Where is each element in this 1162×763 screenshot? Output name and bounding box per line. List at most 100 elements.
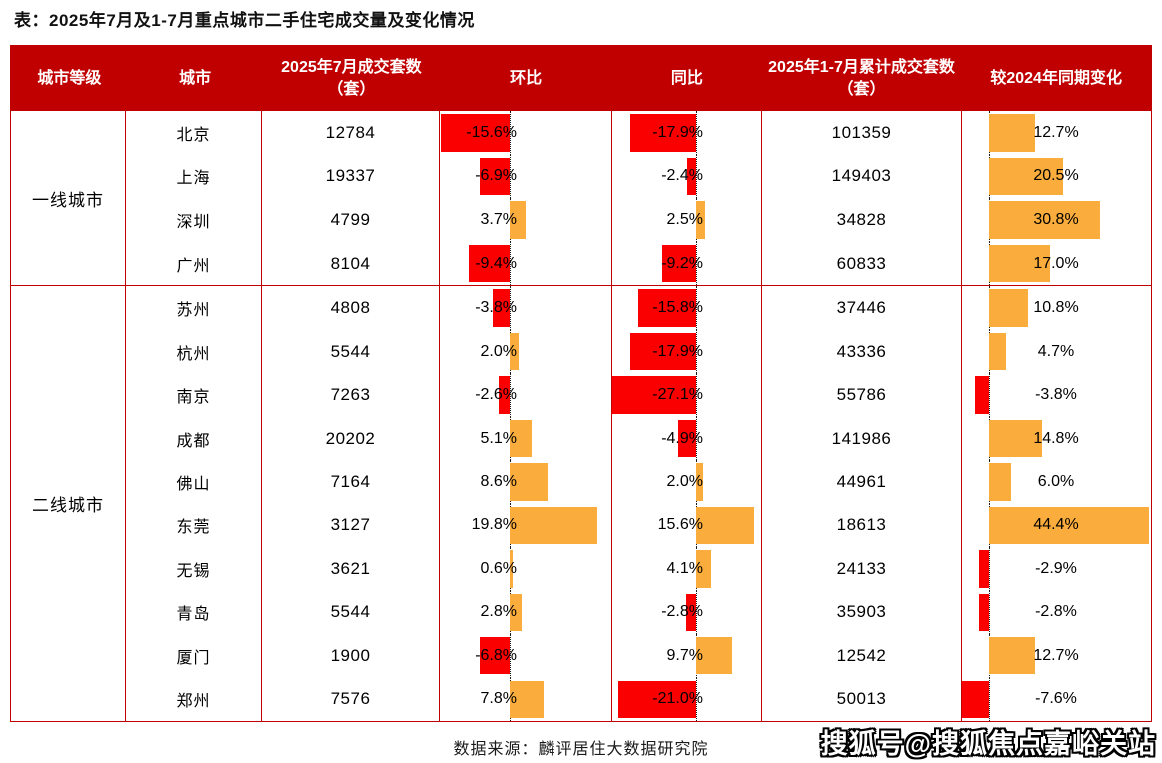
vs2024-bar (989, 289, 1028, 327)
header-cell-1: 城市 (179, 69, 212, 87)
mom-value: -3.8% (475, 299, 517, 317)
table-row: 佛山 7164 8.6% 2.0% 44961 6.0% (126, 460, 1151, 504)
city-cell: 厦门 (176, 649, 211, 667)
zero-baseline (696, 590, 697, 635)
mom-bar (498, 376, 510, 414)
zero-baseline (696, 286, 697, 330)
july-units-cell: 4808 (261, 286, 439, 330)
cumulative-units-cell: 43336 (761, 329, 961, 374)
tier-section-1: 二线城市 苏州 4808 -3.8% -15.8% 37446 10.8% 杭州 5544 2.0… (11, 285, 1151, 721)
cumulative-units-cell: 37446 (761, 286, 961, 330)
vs2024-value: 20.5% (1033, 167, 1079, 185)
vs2024-cell: -2.9% (961, 547, 1151, 591)
july-units-cell: 5544 (261, 590, 439, 635)
mom-value: 8.6% (480, 472, 517, 490)
vs2024-bar (989, 114, 1035, 152)
city-cell: 东莞 (176, 519, 211, 537)
cumulative-units-cell: 101359 (761, 111, 961, 155)
vs2024-cell: -7.6% (961, 677, 1151, 721)
yoy-cell: -27.1% (611, 373, 761, 417)
tier-cell: 一线城市 (11, 111, 126, 286)
yoy-cell: -9.2% (611, 241, 761, 286)
mom-bar (510, 332, 519, 371)
header-cell-0: 城市等级 (37, 69, 102, 87)
vs2024-value: 12.7% (1033, 123, 1079, 141)
zero-baseline (510, 111, 511, 155)
mom-bar (480, 637, 510, 675)
yoy-bar (629, 114, 696, 152)
yoy-cell: -17.9% (611, 111, 761, 155)
july-units-cell: 3621 (261, 547, 439, 591)
mom-value: 7.8% (480, 690, 517, 708)
vs2024-value: -2.9% (1035, 559, 1077, 577)
yoy-value: -21.0% (652, 690, 703, 708)
zero-baseline (510, 373, 511, 417)
city-cell: 南京 (176, 389, 211, 407)
mom-cell: 8.6% (439, 460, 611, 504)
zero-baseline (696, 373, 697, 417)
yoy-cell: -17.9% (611, 329, 761, 374)
mom-cell: -9.4% (439, 241, 611, 286)
july-units-cell: 7164 (261, 460, 439, 504)
yoy-cell: 15.6% (611, 503, 761, 548)
watermark: 搜狐号@搜狐焦点嘉峪关站 (820, 729, 1156, 759)
vs2024-bar (978, 550, 989, 588)
table-body: 一线城市 北京 12784 -15.6% -17.9% 101359 12.7% 上海 1933… (11, 111, 1151, 721)
yoy-value: 2.5% (666, 211, 703, 229)
vs2024-cell: 4.7% (961, 329, 1151, 374)
yoy-cell: -4.9% (611, 416, 761, 461)
yoy-value: -17.9% (652, 123, 703, 141)
vs2024-bar (989, 506, 1149, 545)
header-cell-4: 同比 (670, 69, 703, 87)
zero-baseline (696, 111, 697, 155)
mom-bar (468, 244, 510, 283)
vs2024-cell: -3.8% (961, 373, 1151, 417)
yoy-value: -2.8% (661, 603, 703, 621)
zero-baseline (510, 154, 511, 199)
header-cell-6: 较2024年同期变化 (990, 69, 1122, 87)
city-cell: 深圳 (176, 214, 211, 232)
yoy-value: -4.9% (661, 429, 703, 447)
yoy-value: 4.1% (666, 559, 703, 577)
zero-baseline (989, 590, 990, 635)
cumulative-units-cell: 34828 (761, 198, 961, 242)
mom-cell: 2.8% (439, 590, 611, 635)
zero-baseline (696, 416, 697, 461)
mom-value: 0.6% (480, 559, 517, 577)
mom-bar (441, 114, 510, 152)
mom-cell: -6.9% (439, 154, 611, 199)
mom-bar (510, 201, 527, 239)
vs2024-cell: 44.4% (961, 503, 1151, 548)
cumulative-units-cell: 141986 (761, 416, 961, 461)
vs2024-cell: 10.8% (961, 286, 1151, 330)
city-cell: 上海 (176, 170, 211, 188)
mom-bar (479, 157, 510, 196)
mom-value: 5.1% (480, 429, 517, 447)
mom-cell: -15.6% (439, 111, 611, 155)
cumulative-units-cell: 55786 (761, 373, 961, 417)
table-row: 苏州 4808 -3.8% -15.8% 37446 10.8% (126, 286, 1151, 330)
yoy-value: 15.6% (657, 516, 703, 534)
table-row: 南京 7263 -2.6% -27.1% 55786 -3.8% (126, 373, 1151, 417)
vs2024-value: -7.6% (1035, 690, 1077, 708)
vs2024-cell: 6.0% (961, 460, 1151, 504)
vs2024-cell: -2.8% (961, 590, 1151, 635)
mom-value: 19.8% (471, 516, 517, 534)
cumulative-units-cell: 24133 (761, 547, 961, 591)
city-cell: 佛山 (176, 475, 211, 493)
yoy-cell: -21.0% (611, 677, 761, 721)
yoy-value: 9.7% (666, 646, 703, 664)
vs2024-value: -2.8% (1035, 603, 1077, 621)
vs2024-bar (989, 419, 1043, 458)
city-cell: 北京 (176, 126, 211, 144)
zero-baseline (696, 241, 697, 286)
table-row: 成都 20202 5.1% -4.9% 141986 14.8% (126, 416, 1151, 461)
july-units-cell: 4799 (261, 198, 439, 242)
header-cell-2: 2025年7月成交套数（套） (281, 58, 422, 98)
vs2024-bar (978, 593, 989, 631)
cumulative-units-cell: 18613 (761, 503, 961, 548)
yoy-cell: 9.7% (611, 634, 761, 678)
yoy-cell: 4.1% (611, 547, 761, 591)
zero-baseline (989, 677, 990, 721)
vs2024-bar (975, 376, 989, 414)
